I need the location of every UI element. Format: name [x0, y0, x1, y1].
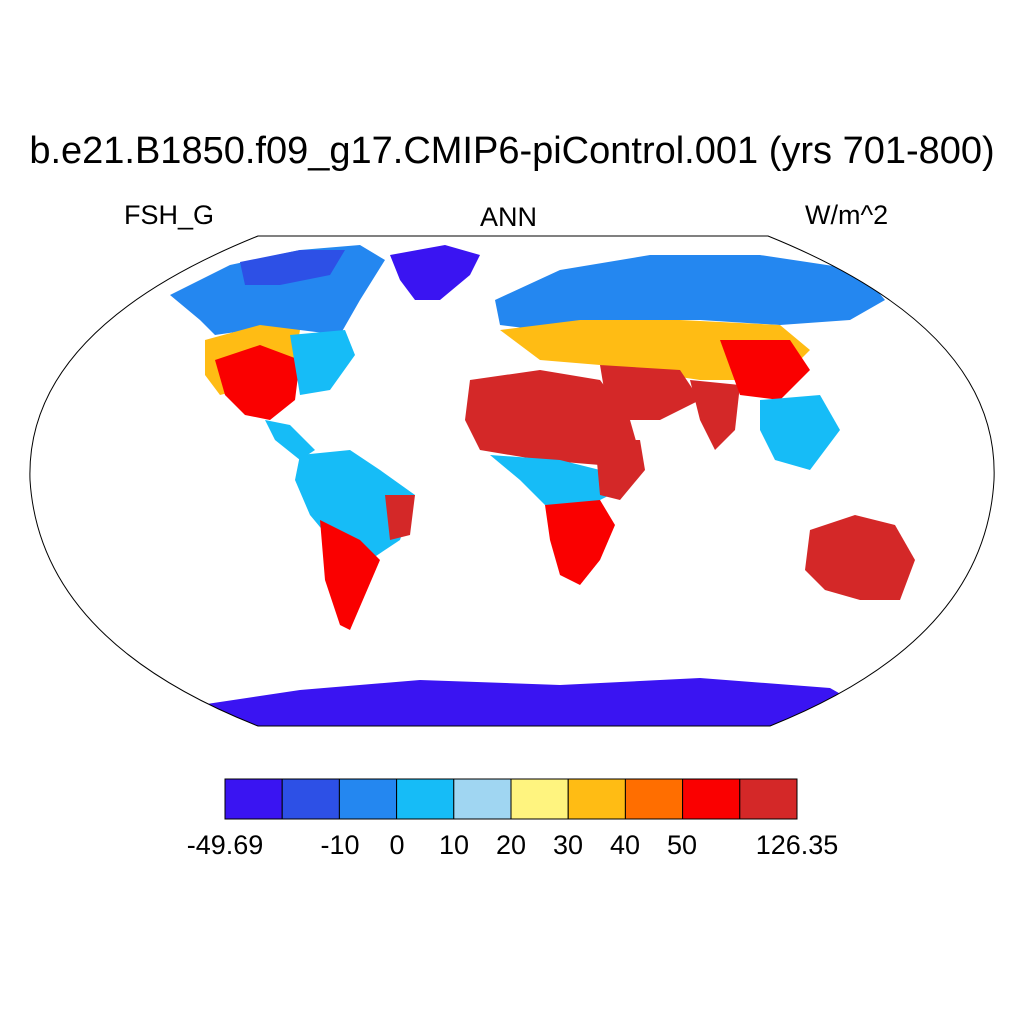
colorbar-swatch-0 — [224, 778, 283, 820]
colorbar-label: 10 — [438, 830, 470, 860]
us-east-region — [290, 330, 355, 395]
south-africa-region — [545, 500, 615, 585]
central-america-region — [265, 420, 315, 460]
colorbar-swatch-9 — [739, 778, 798, 820]
colorbar-label: 50 — [666, 830, 698, 860]
colorbar-label: 0 — [389, 830, 405, 860]
brazil-east-region — [385, 495, 415, 540]
india-region — [690, 380, 740, 450]
season-label: ANN — [480, 202, 538, 232]
colorbar-swatch-7 — [624, 778, 684, 820]
south-america-south-region — [320, 520, 380, 630]
colorbar-swatch-5 — [510, 778, 569, 820]
greenland-region — [390, 245, 480, 300]
central-africa-region — [490, 455, 610, 510]
southeast-asia-region — [760, 395, 840, 470]
colorbar-label: 40 — [609, 830, 641, 860]
east-asia-region — [720, 340, 810, 400]
australia-region — [805, 515, 915, 600]
colorbar-swatch-8 — [682, 778, 741, 820]
mexico-region — [215, 345, 300, 420]
map-title: b.e21.B1850.f09_g17.CMIP6-piControl.001 … — [29, 130, 995, 172]
colorbar-swatch-3 — [396, 778, 455, 820]
colorbar-label: 20 — [495, 830, 527, 860]
colorbar-swatch-4 — [453, 778, 512, 820]
canada-arctic-region — [240, 250, 345, 285]
colorbar-swatch-1 — [281, 778, 340, 820]
east-africa-region — [595, 440, 645, 500]
colorbar-label: -10 — [320, 830, 360, 860]
antarctica-region — [180, 678, 860, 726]
eurasia-north-region — [495, 255, 885, 330]
colorbar-swatch-2 — [338, 778, 398, 820]
units-label: W/m^2 — [805, 200, 889, 230]
variable-label: FSH_G — [124, 200, 215, 230]
map-outline — [29, 235, 995, 727]
colorbar-swatch-6 — [567, 778, 626, 820]
middle-east-region — [600, 365, 700, 420]
colorbar-label: 30 — [552, 830, 584, 860]
colorbar-label: 126.35 — [755, 830, 839, 860]
colorbar-label: -49.69 — [186, 830, 264, 860]
